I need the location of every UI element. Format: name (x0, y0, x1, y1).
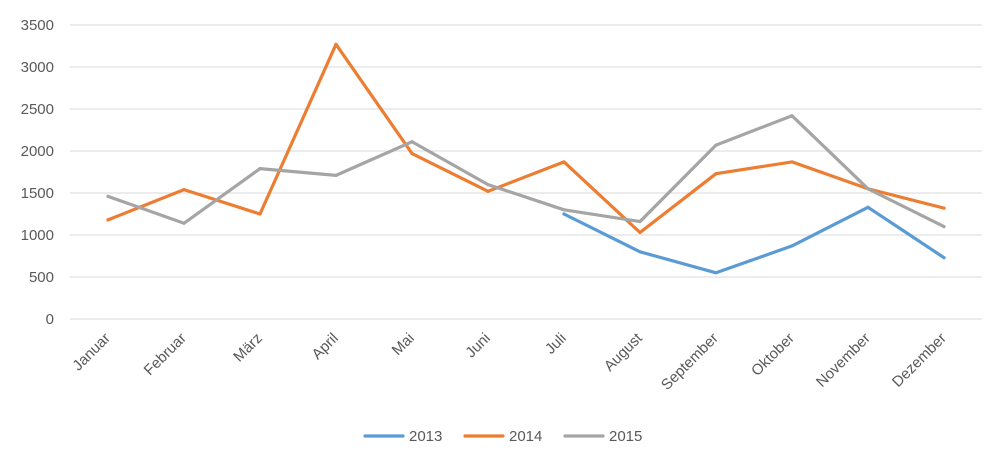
data-point-2015-Mai (410, 140, 414, 144)
y-tick-label: 3500 (21, 17, 54, 34)
y-tick-label: 3000 (21, 59, 54, 76)
x-tick-label: Februar (141, 330, 190, 379)
x-tick-label: April (309, 330, 342, 363)
x-tick-label: Oktober (748, 330, 798, 380)
data-point-2014-Februar (182, 188, 186, 192)
data-point-2014-September (714, 172, 718, 176)
x-tick-label: März (230, 330, 266, 366)
x-tick-label: Mai (389, 330, 418, 359)
data-point-2014-Januar (106, 218, 110, 222)
series-2013 (562, 205, 946, 275)
legend-item-2013: 2013 (363, 428, 442, 445)
data-point-2014-Oktober (790, 160, 794, 164)
x-tick-label: November (813, 330, 874, 391)
gridlines (70, 24, 982, 320)
y-tick-label: 2500 (21, 101, 54, 118)
data-point-2014-Mai (410, 151, 414, 156)
data-point-2013-Dezember (942, 256, 946, 260)
data-point-2015-September (714, 143, 718, 147)
data-point-2015-Juni (486, 183, 490, 187)
data-point-2014-Juli (562, 160, 566, 164)
legend-item-2014: 2014 (463, 428, 542, 445)
series-2015 (106, 114, 946, 229)
series-2014 (106, 42, 946, 235)
data-point-2015-Januar (106, 194, 110, 198)
x-tick-label: Juli (542, 330, 570, 358)
data-point-2014-April (334, 42, 338, 46)
data-point-2014-März (258, 212, 262, 216)
legend-label: 2015 (609, 428, 642, 445)
data-point-2014-Dezember (942, 206, 946, 210)
x-axis-ticks: Januar Februar März April Mai Juni Juli August S… (69, 329, 949, 393)
legend-label: 2014 (509, 428, 542, 445)
data-point-2013-Juli (562, 212, 566, 216)
data-point-2015-April (334, 173, 338, 177)
y-tick-label: 0 (46, 311, 54, 328)
data-point-2013-Oktober (790, 244, 794, 248)
series-line-2013 (562, 205, 946, 275)
data-point-2015-Februar (182, 221, 186, 225)
data-point-2015-November (866, 187, 870, 191)
data-point-2015-März (258, 167, 262, 171)
x-tick-label: August (601, 329, 647, 375)
x-tick-label: Juni (462, 330, 493, 361)
x-tick-label: Dezember (889, 330, 950, 391)
y-tick-label: 1500 (21, 185, 54, 202)
data-point-2015-Dezember (942, 225, 946, 229)
y-tick-label: 1000 (21, 227, 54, 244)
x-tick-label: September (658, 330, 722, 394)
y-tick-label: 500 (29, 269, 54, 286)
data-point-2013-November (866, 205, 870, 209)
series-line-2015 (106, 114, 946, 229)
data-point-2014-August (638, 230, 642, 235)
x-tick-label: Januar (69, 330, 113, 374)
y-tick-label: 2000 (21, 143, 54, 160)
legend-item-2015: 2015 (563, 428, 642, 445)
y-axis-ticks: 0 500 1000 1500 2000 2500 3000 3500 (21, 17, 54, 328)
data-point-2015-August (638, 219, 642, 224)
data-point-2014-Juni (486, 189, 490, 193)
legend-label: 2013 (409, 428, 442, 445)
series-line-2014 (106, 42, 946, 235)
data-point-2015-Juli (562, 208, 566, 212)
data-point-2013-August (638, 250, 642, 254)
legend: 2013 2014 2015 (363, 428, 642, 445)
series-lines (106, 42, 946, 275)
data-point-2013-September (714, 271, 718, 275)
data-point-2015-Oktober (790, 114, 794, 118)
